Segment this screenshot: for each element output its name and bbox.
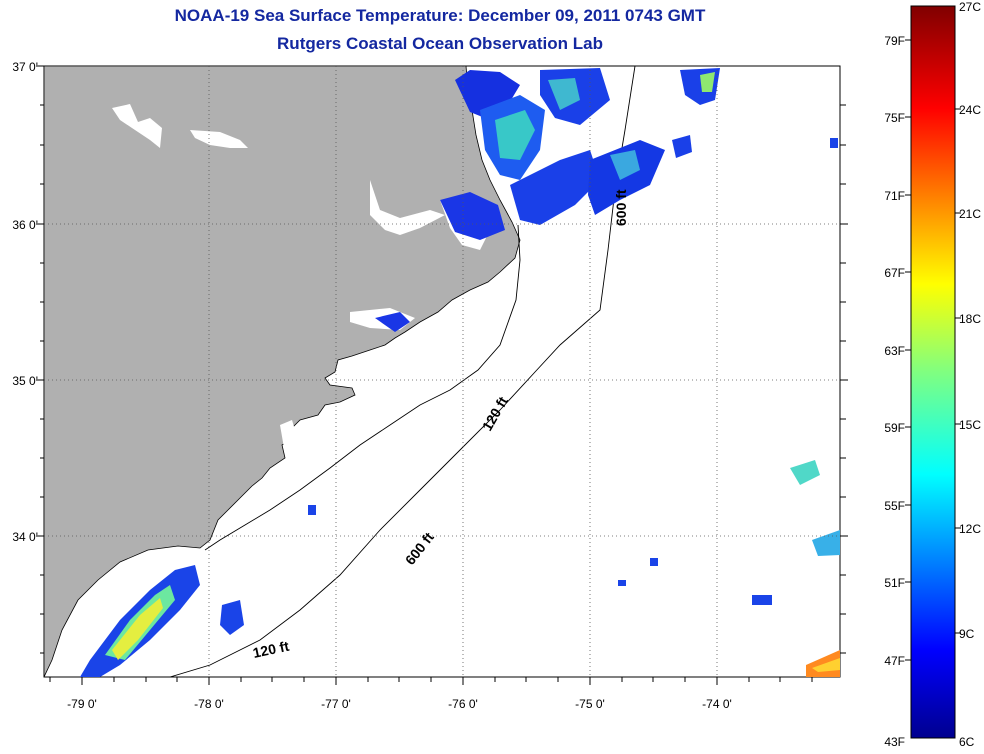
lon-label: -77 0' (321, 697, 351, 711)
lake-shape (112, 104, 162, 148)
colorbar-label-c: 12C (959, 522, 981, 536)
map-title: NOAA-19 Sea Surface Temperature: Decembe… (174, 6, 706, 25)
colorbar-label-f: 43F (884, 735, 905, 749)
map-subtitle: Rutgers Coastal Ocean Observation Lab (277, 34, 603, 53)
contour-label: 120 ft (251, 638, 290, 661)
colorbar-label-c: 21C (959, 207, 981, 221)
sst-patch (672, 135, 692, 158)
sst-patch (495, 110, 535, 160)
lon-label: -79 0' (67, 697, 97, 711)
sst-patch (220, 600, 244, 635)
sst-patch (510, 150, 600, 225)
sst-patch (308, 505, 316, 515)
axis-ticks (36, 65, 848, 685)
grid-lines (44, 66, 840, 677)
sst-patch (700, 72, 715, 92)
colorbar-ticks (905, 39, 961, 661)
sst-patch (112, 598, 163, 660)
lat-label: 34 0' (12, 530, 38, 544)
lat-label: 36 0' (12, 218, 38, 232)
contour-label: 600 ft (613, 189, 629, 226)
colorbar-label-f: 59F (884, 421, 905, 435)
colorbar-label-f: 79F (884, 34, 905, 48)
lon-label: -75 0' (575, 697, 605, 711)
colorbar-label-c: 18C (959, 312, 981, 326)
colorbar-label-f: 55F (884, 499, 905, 513)
lake-shape (190, 130, 248, 148)
sst-patch (610, 150, 640, 180)
colorbar-label-f: 63F (884, 344, 905, 358)
colorbar-label-f: 71F (884, 189, 905, 203)
lat-label: 35 0' (12, 374, 38, 388)
colorbar-label-f: 51F (884, 576, 905, 590)
sst-patch (375, 312, 410, 332)
colorbar-label-f: 75F (884, 111, 905, 125)
sound-shape (370, 180, 445, 235)
colorbar-label-c: 27C (959, 0, 981, 14)
lat-label: 37 0' (12, 60, 38, 74)
sst-patch (790, 460, 820, 485)
lon-label: -76 0' (448, 697, 478, 711)
colorbar-label-f: 47F (884, 654, 905, 668)
sst-patch (618, 580, 626, 586)
lon-label: -78 0' (194, 697, 224, 711)
inlet-shape (280, 420, 298, 448)
sst-patch (548, 78, 580, 110)
lon-label: -74 0' (702, 697, 732, 711)
colorbar-label-c: 24C (959, 103, 981, 117)
sst-patch (440, 192, 505, 240)
contour-600ft (169, 66, 636, 677)
colorbar (910, 5, 956, 739)
colorbar-label-c: 9C (959, 627, 975, 641)
colorbar-label-c: 15C (959, 418, 981, 432)
sst-patch (830, 138, 838, 148)
sst-patch (650, 558, 658, 566)
colorbar-label-c: 6C (959, 735, 975, 749)
sst-patch (812, 658, 840, 672)
colorbar-label-f: 67F (884, 266, 905, 280)
contour-120ft (204, 224, 521, 551)
sst-patch (588, 140, 665, 215)
sst-patch (752, 595, 772, 605)
sst-patch (812, 530, 840, 556)
